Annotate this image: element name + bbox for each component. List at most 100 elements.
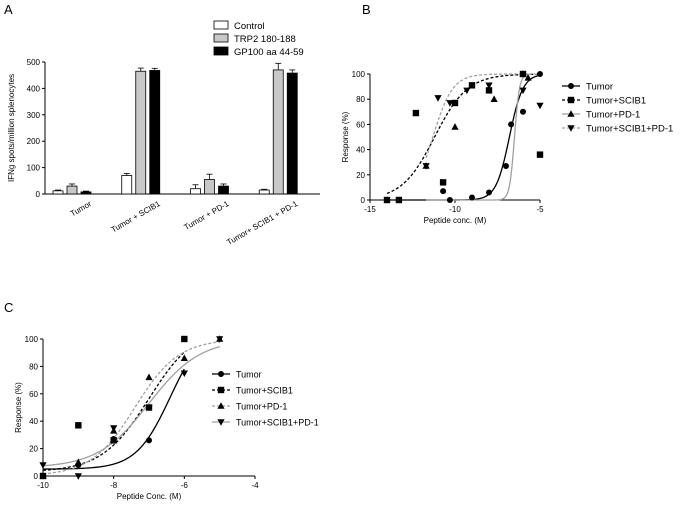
legend-entry: Tumor+SCIB1+PD-1: [586, 124, 673, 135]
fit-curve: [42, 341, 220, 475]
y-tick-label: 80: [356, 95, 365, 104]
y-tick-label: 60: [356, 120, 365, 129]
data-point: [439, 179, 447, 186]
y-axis-title: Response (%): [14, 382, 23, 433]
bar: [190, 188, 201, 195]
fit-curve: [386, 73, 541, 195]
x-axis-title: Peptide Conc. (M): [117, 492, 182, 501]
data-point: [520, 108, 526, 115]
x-tick-label: -6: [181, 481, 189, 490]
panel-c-dose-response-chart: 0 20 40 60 80 100 -10 -8 -6 -4 Peptide Conc. (M) Re…: [14, 335, 319, 501]
data-point: [446, 100, 454, 107]
x-category-label: Tumor + SCIB1: [110, 199, 163, 235]
data-point: [469, 194, 475, 201]
y-tick-label: 20: [29, 445, 38, 454]
data-point: [422, 163, 430, 170]
data-point: [536, 151, 544, 158]
bar: [149, 70, 161, 195]
x-tick-label: -8: [110, 481, 118, 490]
y-tick-label: 40: [29, 417, 38, 426]
data-point: [486, 189, 492, 196]
data-point: [146, 437, 152, 444]
y-tick-label: 80: [29, 362, 38, 371]
x-tick-label: -10: [37, 481, 49, 490]
panel-b-dose-response-chart: 0 20 40 60 80 100 -15 -10 -5 Peptide conc. (M) Res…: [341, 70, 673, 225]
legend-entry: Tumor: [236, 370, 262, 380]
x-axis-title: Peptide conc. (M): [424, 216, 487, 225]
legend-entry: Tumor+PD-1: [236, 402, 287, 412]
fit-curve: [42, 368, 185, 470]
data-point: [440, 188, 447, 195]
bar: [286, 72, 298, 195]
bar: [272, 69, 284, 195]
panel-label-c: C: [4, 300, 13, 315]
legend-entry: Tumor: [586, 82, 613, 93]
x-category-label: Tumor + PD-1: [183, 199, 231, 232]
bar: [204, 179, 215, 195]
data-point: [434, 95, 442, 102]
y-tick-label: 300: [27, 111, 41, 120]
legend-entry: Control: [234, 21, 265, 32]
y-tick-label: 0: [361, 196, 366, 205]
data-point: [145, 373, 153, 381]
legend-entry: GP100 aa 44-59: [234, 47, 304, 58]
legend-marker: [567, 125, 575, 132]
data-point: [446, 197, 453, 203]
data-point: [485, 82, 493, 90]
data-point: [216, 336, 224, 343]
y-tick-label: 60: [29, 390, 38, 399]
y-tick-label: 0: [36, 190, 41, 199]
data-point: [383, 196, 391, 204]
data-point: [519, 87, 527, 95]
y-tick-label: 100: [25, 335, 39, 344]
data-point: [463, 87, 471, 95]
y-tick-label: 500: [27, 58, 41, 67]
data-point: [503, 162, 509, 169]
data-point: [145, 404, 153, 412]
bar: [135, 70, 147, 195]
x-category-label: Tumor: [69, 199, 94, 218]
y-tick-label: 40: [356, 146, 365, 155]
x-tick-label: -15: [364, 205, 376, 214]
legend-marker: [567, 96, 575, 104]
data-point: [74, 458, 82, 466]
bar: [258, 189, 270, 195]
bar: [80, 191, 92, 195]
y-tick-label: 100: [27, 164, 41, 173]
bar: [121, 175, 133, 195]
data-point: [536, 102, 544, 110]
legend-entry: TRP2 180-188: [234, 34, 296, 45]
data-point: [524, 73, 532, 81]
bar: [52, 190, 64, 195]
y-tick-label: 400: [27, 84, 41, 93]
data-point: [39, 472, 47, 479]
data-point: [508, 121, 515, 128]
data-point: [468, 82, 476, 89]
y-tick-label: 200: [27, 137, 41, 146]
bar: [66, 185, 78, 195]
data-point: [110, 425, 118, 432]
legend-swatch: [213, 20, 229, 30]
x-tick-label: -4: [251, 481, 259, 490]
x-tick-label: -10: [449, 205, 461, 214]
legend-entry: Tumor+SCIB1: [236, 386, 293, 396]
fit-curve: [426, 73, 529, 201]
data-point: [537, 71, 543, 77]
data-point: [451, 123, 459, 130]
legend-swatch: [213, 46, 229, 56]
y-tick-label: 0: [34, 472, 39, 481]
fit-curve: [425, 73, 540, 159]
y-axis-title: IFNg spots/million splenocytes: [7, 74, 16, 182]
data-point: [485, 87, 493, 94]
y-axis-title: Response (%): [341, 111, 350, 162]
panel-label-a: A: [4, 2, 13, 17]
data-point: [181, 335, 188, 343]
legend-entry: Tumor+SCIB1: [586, 96, 646, 107]
data-point: [519, 70, 527, 77]
data-point: [180, 354, 188, 361]
legend-swatch: [213, 33, 229, 43]
y-tick-label: 20: [356, 171, 365, 180]
legend-marker: [217, 419, 225, 426]
data-point: [74, 473, 82, 480]
